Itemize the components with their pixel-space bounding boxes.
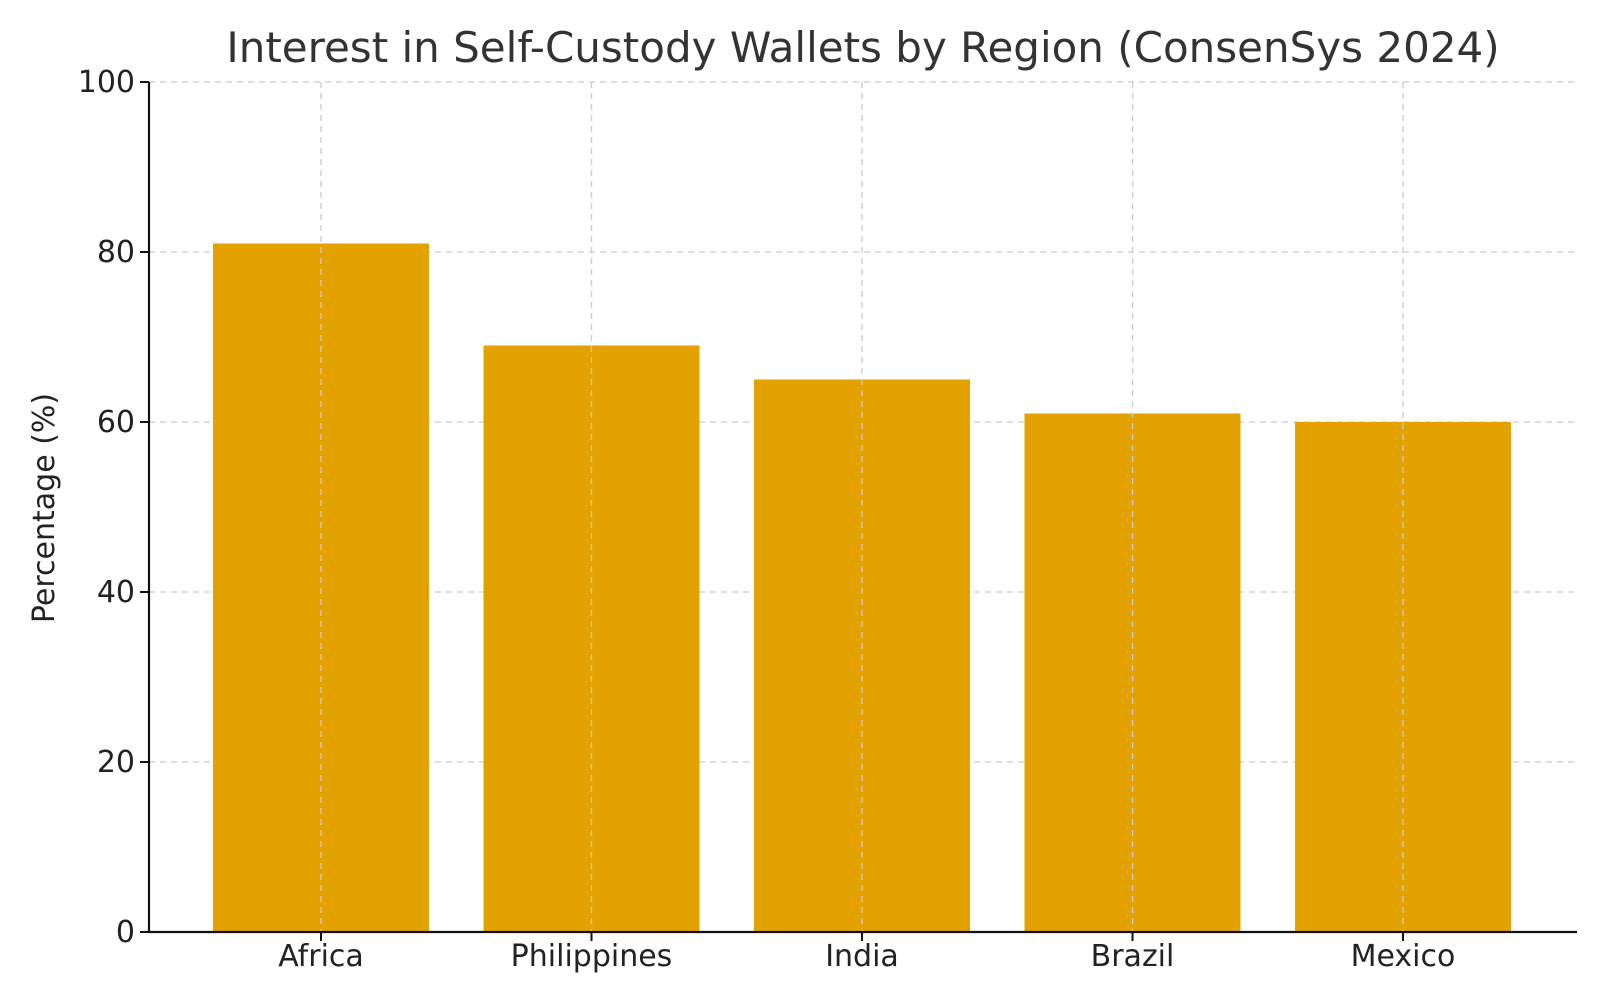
x-tick-label-mexico: Mexico: [1351, 939, 1456, 974]
x-tick-label-brazil: Brazil: [1091, 939, 1175, 974]
y-tick-label-2: 40: [97, 575, 135, 610]
y-tick-label-0: 0: [116, 915, 135, 950]
y-axis-label: Percentage (%): [27, 393, 62, 623]
chart-title: Interest in Self-Custody Wallets by Regi…: [226, 23, 1499, 72]
x-tick-label-africa: Africa: [278, 939, 364, 974]
y-tick-label-5: 100: [78, 65, 135, 100]
y-tick-label-4: 80: [97, 235, 135, 270]
x-tick-label-india: India: [825, 939, 899, 974]
x-tick-label-philippines: Philippines: [511, 939, 673, 974]
ticks-layer: 0 20 40 60 80 100 Africa Philippines India Brazil…: [78, 65, 1456, 974]
y-tick-label-1: 20: [97, 745, 135, 780]
y-tick-label-3: 60: [97, 405, 135, 440]
vertical-grid-layer: [320, 82, 1404, 932]
